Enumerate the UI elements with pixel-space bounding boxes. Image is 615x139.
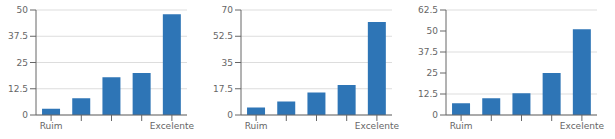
svg-text:12.5: 12.5 (8, 84, 28, 94)
svg-text:37.5: 37.5 (418, 47, 438, 57)
svg-text:0: 0 (432, 110, 438, 120)
svg-text:0: 0 (227, 110, 233, 120)
svg-text:50: 50 (427, 26, 439, 36)
svg-text:37.5: 37.5 (8, 31, 28, 41)
svg-text:Excelente: Excelente (355, 121, 400, 131)
svg-text:62.5: 62.5 (418, 5, 438, 15)
svg-text:Ruim: Ruim (40, 121, 63, 131)
svg-text:Ruim: Ruim (450, 121, 473, 131)
svg-text:17.5: 17.5 (213, 84, 233, 94)
svg-text:52.5: 52.5 (213, 31, 233, 41)
svg-text:25: 25 (427, 68, 438, 78)
svg-text:Excelente: Excelente (150, 121, 195, 131)
svg-text:25: 25 (17, 58, 28, 68)
svg-text:Excelente: Excelente (560, 121, 605, 131)
svg-text:Ruim: Ruim (245, 121, 268, 131)
svg-text:35: 35 (222, 58, 233, 68)
svg-text:12.5: 12.5 (418, 89, 438, 99)
svg-text:0: 0 (22, 110, 28, 120)
svg-text:50: 50 (17, 5, 29, 15)
svg-text:70: 70 (222, 5, 234, 15)
